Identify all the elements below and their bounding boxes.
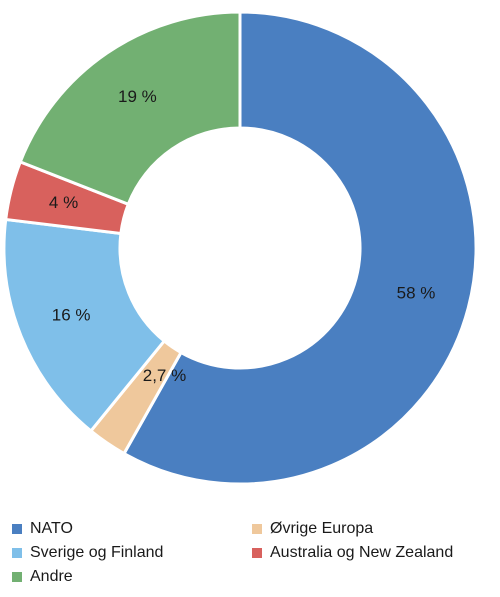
slice-label-andre: 19 % [118,87,157,106]
legend-label-nato: NATO [30,520,73,537]
legend-item-ovrige-europa: Øvrige Europa [252,520,373,538]
legend-swatch-australia-nz [252,548,262,558]
slice-label-nato: 58 % [397,284,436,303]
legend-item-nato: NATO [12,520,73,538]
slice-label-australia-og-new-zealand: 4 % [49,193,78,212]
slice-nato [122,10,478,486]
legend-item-sverige-finland: Sverige og Finland [12,544,163,562]
slice-andre [18,10,242,207]
slice-sverige-og-finland [2,217,167,434]
legend-label-andre: Andre [30,568,73,585]
legend: NATO Øvrige Europa Sverige og Finland Au… [0,512,500,597]
slice-label-sverige-og-finland: 16 % [52,305,91,324]
legend-swatch-nato [12,524,22,534]
legend-swatch-sverige-finland [12,548,22,558]
legend-item-andre: Andre [12,568,73,586]
legend-item-australia-nz: Australia og New Zealand [252,544,453,562]
legend-swatch-andre [12,572,22,582]
slice-label-ovrige-europa: 2,7 % [143,366,186,385]
legend-label-australia-nz: Australia og New Zealand [270,544,454,561]
legend-label-sverige-finland: Sverige og Finland [30,544,164,561]
legend-swatch-ovrige-europa [252,524,262,534]
donut-chart: 58 % 2,7 % 16 % 4 % 19 % [2,10,478,486]
legend-label-ovrige-europa: Øvrige Europa [270,520,374,537]
